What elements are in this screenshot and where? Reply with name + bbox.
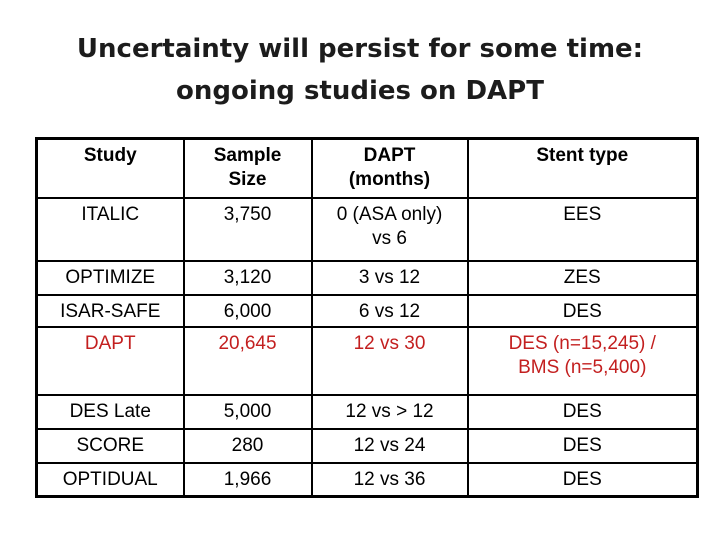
cell-sample-size: 5,000 xyxy=(182,393,313,430)
cell-study: OPTIMIZE xyxy=(35,259,185,296)
cell-study: OPTIDUAL xyxy=(35,461,185,498)
cell-sample-size: 280 xyxy=(182,427,313,464)
cell-dapt-months: 12 vs 30 xyxy=(310,325,469,396)
header-dapt-months: DAPT (months) xyxy=(310,137,469,199)
cell-study: SCORE xyxy=(35,427,185,464)
cell-sample-size: 20,645 xyxy=(182,325,313,396)
slide-title: Uncertainty will persist for some time: … xyxy=(76,34,644,106)
cell-stent-type: DES xyxy=(466,393,699,430)
cell-study: DAPT xyxy=(35,325,185,396)
cell-sample-size: 3,750 xyxy=(182,196,313,262)
cell-study: DES Late xyxy=(35,393,185,430)
cell-study: ITALIC xyxy=(35,196,185,262)
table-row: OPTIDUAL 1,966 12 vs 36 DES xyxy=(35,461,699,498)
header-sample-size: Sample Size xyxy=(182,137,313,199)
cell-dapt-months: 12 vs 24 xyxy=(310,427,469,464)
cell-sample-size: 3,120 xyxy=(182,259,313,296)
cell-stent-type: DES xyxy=(466,427,699,464)
table-row-highlighted: DAPT 20,645 12 vs 30 DES (n=15,245) / BM… xyxy=(35,325,699,396)
cell-dapt-months: 12 vs > 12 xyxy=(310,393,469,430)
cell-stent-type: DES xyxy=(466,293,699,328)
cell-stent-type: DES xyxy=(466,461,699,498)
header-stent-type: Stent type xyxy=(466,137,699,199)
cell-stent-type: ZES xyxy=(466,259,699,296)
cell-dapt-months: 6 vs 12 xyxy=(310,293,469,328)
cell-dapt-months: 3 vs 12 xyxy=(310,259,469,296)
table-row: DES Late 5,000 12 vs > 12 DES xyxy=(35,393,699,430)
header-study: Study xyxy=(35,137,185,199)
cell-stent-type: DES (n=15,245) / BMS (n=5,400) xyxy=(466,325,699,396)
table-row: SCORE 280 12 vs 24 DES xyxy=(35,427,699,464)
cell-stent-type: EES xyxy=(466,196,699,262)
table-row: OPTIMIZE 3,120 3 vs 12 ZES xyxy=(35,259,699,296)
cell-sample-size: 1,966 xyxy=(182,461,313,498)
cell-dapt-months: 0 (ASA only) vs 6 xyxy=(310,196,469,262)
table-row: ISAR-SAFE 6,000 6 vs 12 DES xyxy=(35,293,699,328)
table-header-row: Study Sample Size DAPT (months) Stent ty… xyxy=(35,137,699,199)
cell-sample-size: 6,000 xyxy=(182,293,313,328)
table-row: ITALIC 3,750 0 (ASA only) vs 6 EES xyxy=(35,196,699,262)
cell-dapt-months: 12 vs 36 xyxy=(310,461,469,498)
studies-table: Study Sample Size DAPT (months) Stent ty… xyxy=(35,137,699,498)
cell-study: ISAR-SAFE xyxy=(35,293,185,328)
